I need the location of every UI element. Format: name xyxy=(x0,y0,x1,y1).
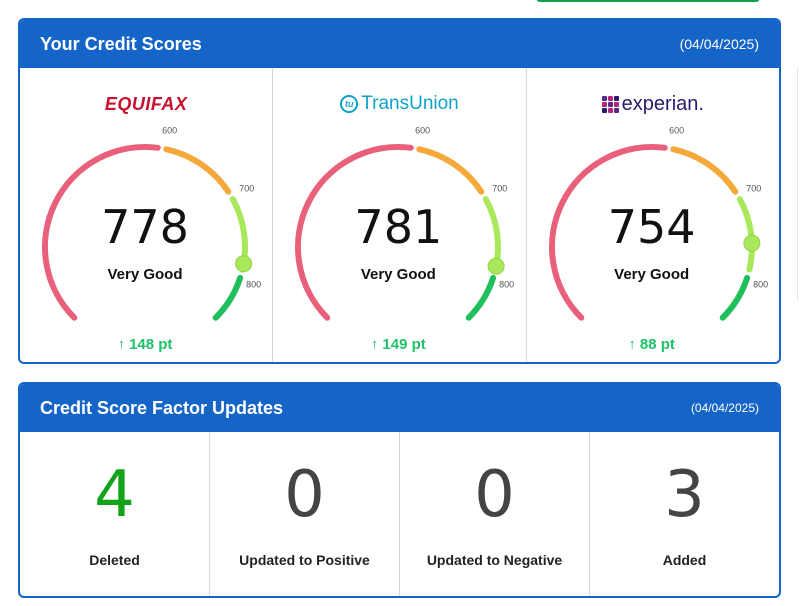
gauge-marker xyxy=(743,234,761,252)
score-value: 781 xyxy=(354,200,443,254)
factor-count: 0 xyxy=(474,458,515,532)
gauge-tick-label: 700 xyxy=(493,183,508,193)
gauge-segment-excellent xyxy=(719,274,750,321)
gauge-segment-excellent xyxy=(466,274,497,321)
gauge-tick-label: 800 xyxy=(753,280,768,290)
score-value: 754 xyxy=(607,200,696,254)
top-green-button-edge[interactable] xyxy=(536,0,760,2)
score-rating: Very Good xyxy=(360,266,436,283)
gauge-tick-label: 700 xyxy=(746,183,761,193)
gauge-marker xyxy=(487,257,505,275)
factor-added[interactable]: 3 Added xyxy=(589,432,779,596)
gauge-segment-excellent xyxy=(212,274,244,321)
gauge-segment-poor xyxy=(295,144,415,321)
factor-updates-title: Credit Score Factor Updates xyxy=(40,397,284,418)
factor-count: 0 xyxy=(284,458,325,532)
bureau-transunion: tu TransUnion 600 700 800 781 Very Good ↑ 14… xyxy=(272,68,525,362)
gauge-segment-good xyxy=(736,196,755,273)
gauge-segment-poor xyxy=(548,144,668,321)
gauge-tick-label: 600 xyxy=(416,126,431,136)
factor-updates-header: Credit Score Factor Updates (04/04/2025) xyxy=(20,384,779,432)
factor-count: 4 xyxy=(94,458,135,532)
arrow-up-icon: ↑ xyxy=(628,336,636,353)
bureau-experian: experian. 600 700 800 754 Very Good ↑ 88 pt xyxy=(525,68,779,362)
score-change: ↑ 148 pt xyxy=(117,336,173,353)
transunion-logo: tu TransUnion xyxy=(273,88,525,120)
score-change: ↑ 88 pt xyxy=(628,336,675,353)
gauge-marker xyxy=(235,255,253,273)
factor-count: 3 xyxy=(664,458,705,532)
credit-scores-header: Your Credit Scores (04/04/2025) xyxy=(20,20,779,68)
score-gauge: 600 700 800 xyxy=(548,126,768,321)
experian-dots-icon xyxy=(601,95,619,113)
arrow-up-icon: ↑ xyxy=(117,336,126,353)
gauge-tick-label: 800 xyxy=(500,280,515,290)
gauge-segment-fair xyxy=(416,146,485,195)
factor-updated-positive[interactable]: 0 Updated to Positive xyxy=(209,432,399,596)
score-rating: Very Good xyxy=(107,266,183,283)
score-gauge: 600 700 800 xyxy=(295,126,515,321)
credit-scores-title: Your Credit Scores xyxy=(40,33,202,54)
score-value: 778 xyxy=(101,200,189,254)
score-rating: Very Good xyxy=(614,266,690,283)
transunion-mark-icon: tu xyxy=(340,95,359,113)
gauge-tick-label: 600 xyxy=(669,126,684,136)
score-change: ↑ 149 pt xyxy=(370,336,426,353)
factor-updated-negative[interactable]: 0 Updated to Negative xyxy=(399,432,589,596)
gauge-tick-label: 800 xyxy=(246,280,261,290)
score-gauge: 600 700 800 xyxy=(42,126,261,321)
scroll-edge xyxy=(797,68,798,300)
experian-logo: experian. xyxy=(527,88,779,120)
factor-label: Added xyxy=(662,552,707,568)
gauge-segment-poor xyxy=(42,144,161,321)
arrow-up-icon: ↑ xyxy=(370,336,379,353)
factor-updates-date: (04/04/2025) xyxy=(690,401,759,415)
gauge-segment-fair xyxy=(669,146,738,195)
gauge-tick-label: 600 xyxy=(162,126,177,136)
credit-scores-panel: Your Credit Scores (04/04/2025) EQUIFAX … xyxy=(18,18,781,364)
equifax-logo: EQUIFAX xyxy=(104,93,188,114)
gauge-segment-fair xyxy=(163,146,232,195)
factor-label: Updated to Negative xyxy=(426,552,563,568)
factor-deleted[interactable]: 4 Deleted xyxy=(20,432,209,596)
credit-scores-date: (04/04/2025) xyxy=(679,36,759,52)
gauge-tick-label: 700 xyxy=(239,183,254,193)
factor-label: Deleted xyxy=(89,552,140,568)
factor-label: Updated to Positive xyxy=(239,552,370,568)
bureau-equifax: EQUIFAX 600 700 800 778 Very Good ↑ 148 pt xyxy=(20,68,272,362)
factor-updates-panel: Credit Score Factor Updates (04/04/2025)… xyxy=(18,382,781,598)
